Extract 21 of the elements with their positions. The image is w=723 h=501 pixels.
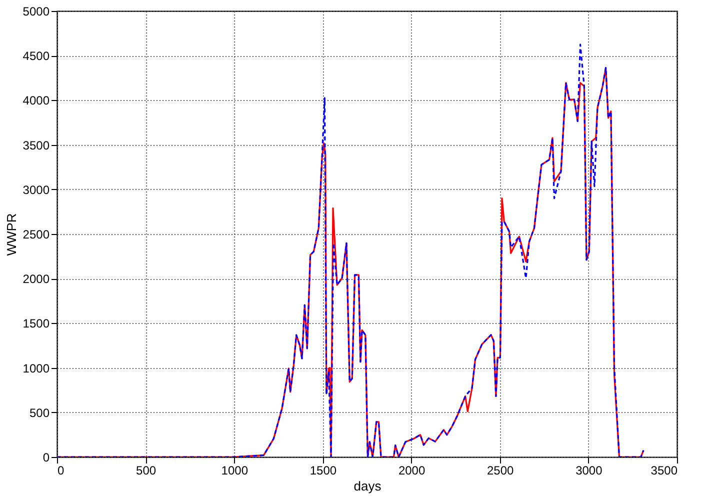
y-tick-label: 4500 <box>22 49 50 64</box>
x-tick-label: 3500 <box>650 464 678 478</box>
y-tick-label: 500 <box>29 406 50 420</box>
x-tick-label: 3000 <box>576 464 603 478</box>
x-tick-label: 1000 <box>221 464 248 478</box>
x-tick-label: 0 <box>58 464 64 478</box>
y-tick-label: 3000 <box>22 182 50 197</box>
y-tick-label: 0 <box>42 450 50 464</box>
y-tick-label: 1500 <box>22 316 50 331</box>
y-tick-label: 1000 <box>22 361 50 376</box>
x-tick-label: 500 <box>136 464 156 478</box>
y-tick-label: 5000 <box>22 4 50 18</box>
y-tick-label: 2500 <box>22 228 50 242</box>
y-axis-title: WWPR <box>4 213 19 256</box>
y-tick-label: 2000 <box>22 272 50 286</box>
x-axis-title: days <box>354 478 382 494</box>
y-tick-label: 4000 <box>22 94 50 108</box>
y-tick-label: 3500 <box>22 138 50 152</box>
x-tick-label: 2000 <box>398 464 426 478</box>
x-tick-label: 1500 <box>310 464 337 478</box>
x-tick-label: 2500 <box>487 464 514 478</box>
